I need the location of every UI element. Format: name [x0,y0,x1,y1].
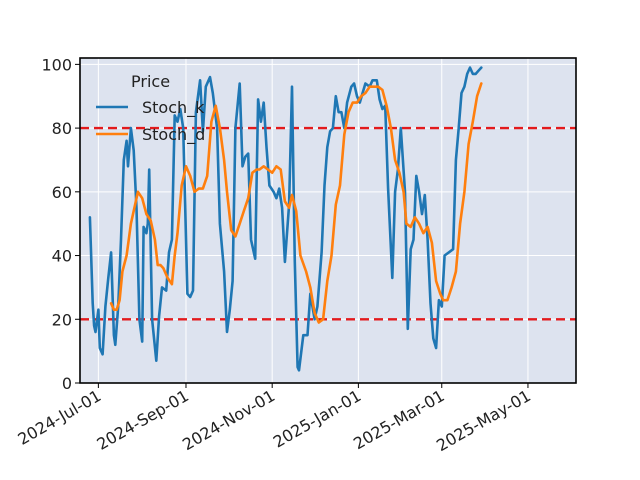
legend-title: Price [131,72,170,91]
x-tick-label: 2025-Mar-01 [350,386,448,453]
legend-entry-stoch-k: Stoch_k [142,98,205,118]
x-tick-label: 2024-Jul-01 [14,386,104,449]
series-layer [88,66,483,372]
legend: Price Stoch_k Stoch_d [96,72,205,145]
grid-lines [80,58,576,384]
x-tick-label: 2025-May-01 [433,386,534,455]
y-tick-label: 40 [52,247,72,266]
y-tick-label: 60 [52,183,72,202]
plot-background [80,58,576,383]
y-tick-label: 100 [41,55,72,74]
legend-entry-stoch-d: Stoch_d [142,125,205,145]
series-line-stoch-d [109,82,483,324]
y-axis-ticks: 0 20 40 60 80 100 [41,55,80,393]
x-tick-label: 2024-Sep-01 [93,386,192,454]
series-line-stoch-k [88,66,483,372]
plot-frame [79,57,577,384]
y-tick-label: 0 [62,374,72,393]
y-tick-label: 20 [52,310,72,329]
x-tick-label: 2025-Jan-01 [270,386,365,452]
y-tick-label: 80 [52,119,72,138]
x-tick-label: 2024-Nov-01 [179,386,278,454]
reference-lines [80,126,576,321]
x-axis-ticks: 2024-Jul-012024-Sep-012024-Nov-012025-Ja… [14,383,534,455]
